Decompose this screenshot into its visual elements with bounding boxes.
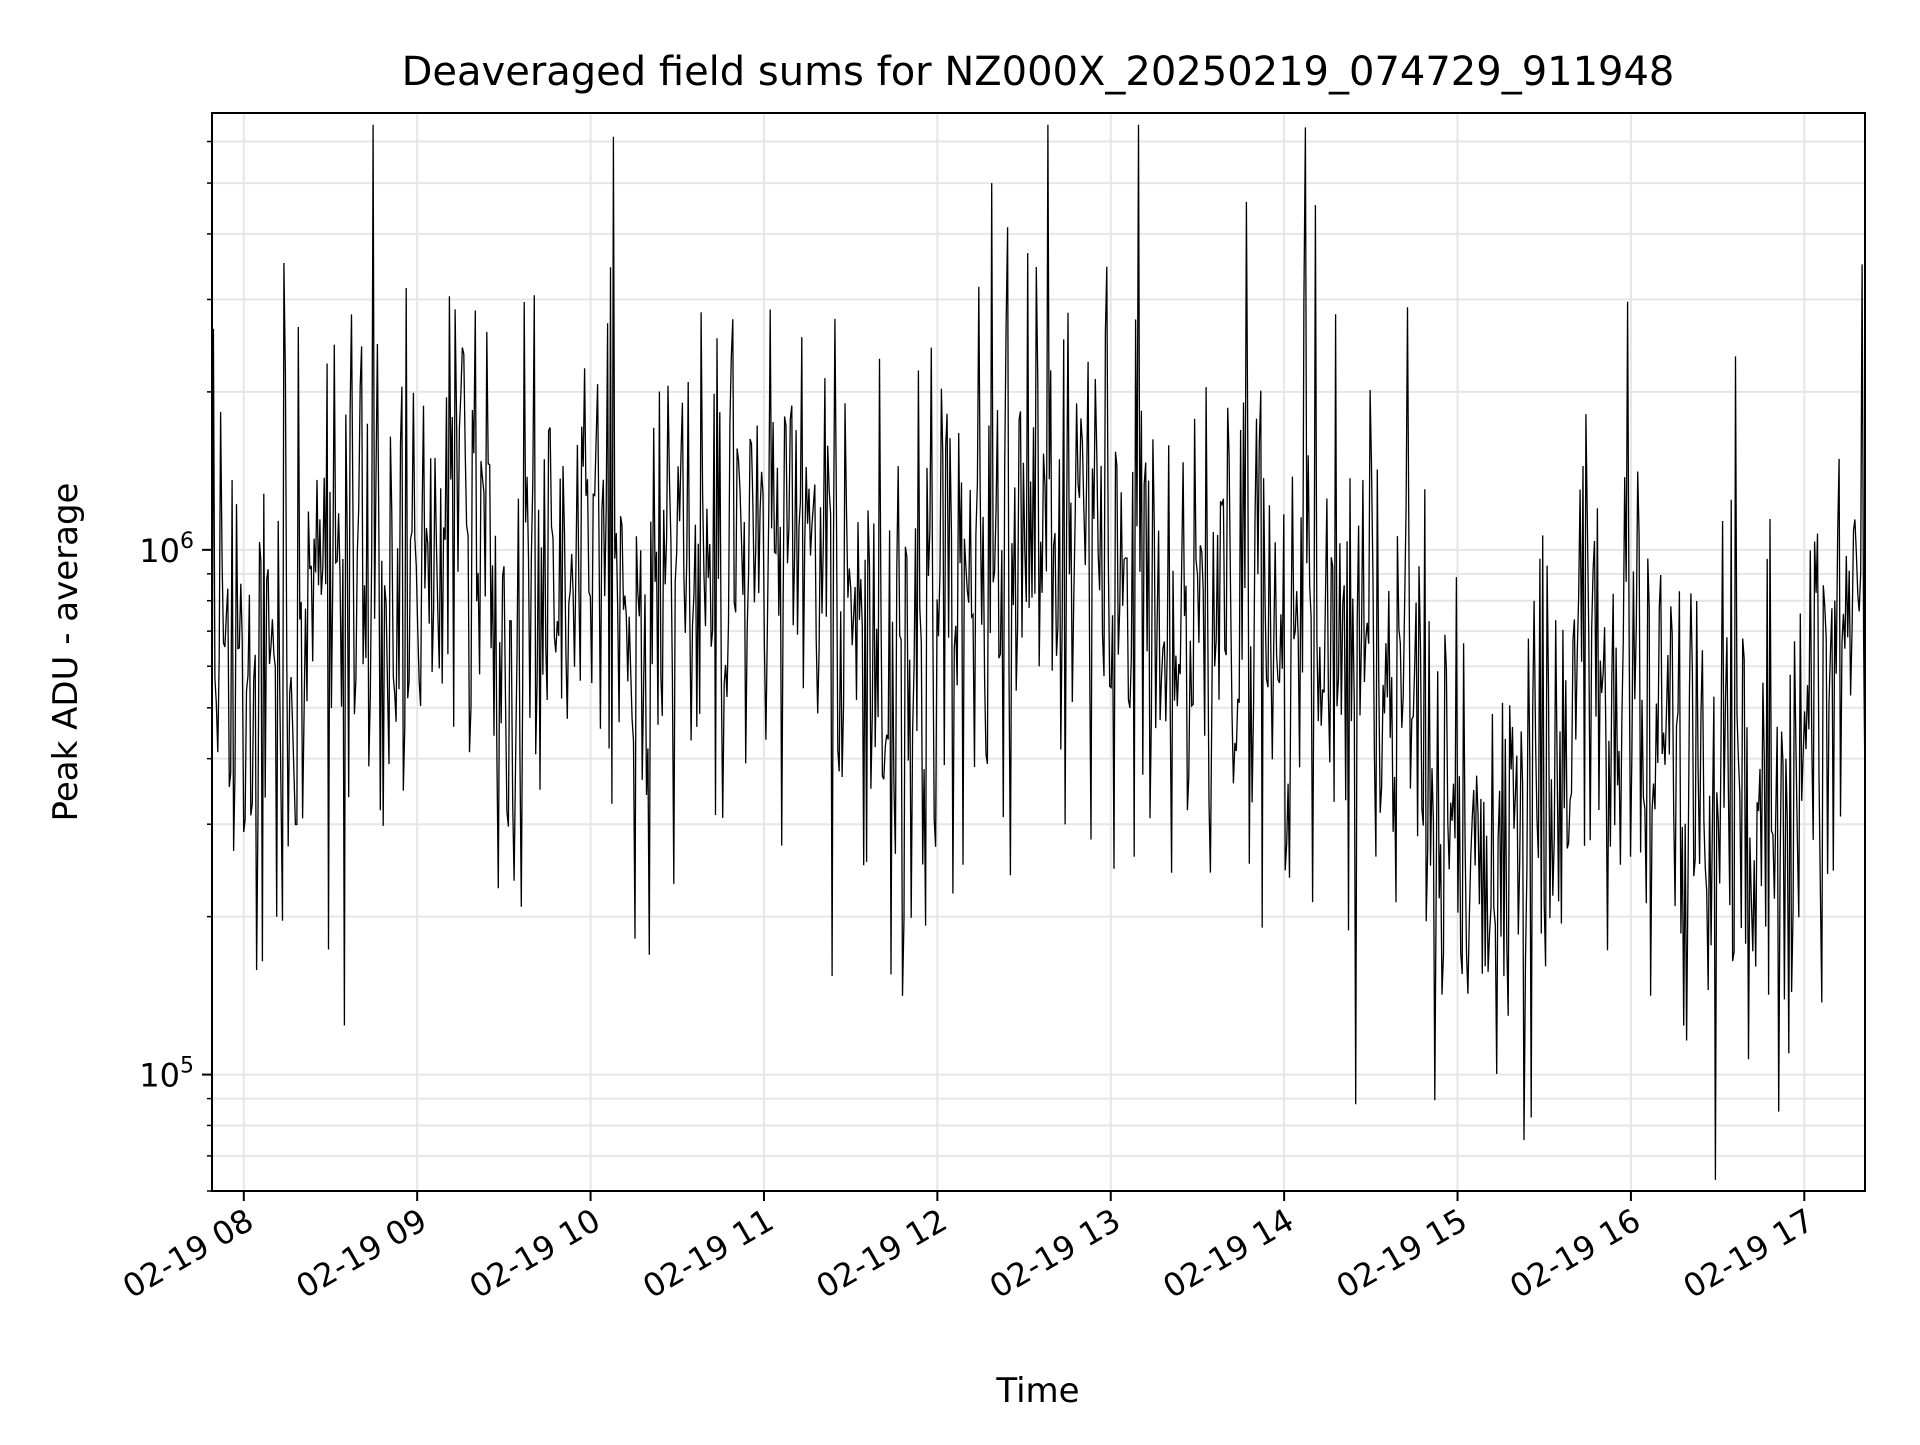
series-line	[211, 124, 1866, 1180]
chart-title: Deaveraged field sums for NZ000X_2025021…	[402, 49, 1675, 95]
x-axis-label: Time	[995, 1371, 1079, 1411]
y-axis-label: Peak ADU - average	[46, 483, 86, 822]
plot-frame	[211, 112, 1866, 1192]
data-series	[211, 124, 1866, 1180]
y-tick-label: 105	[139, 1054, 194, 1095]
y-tick-label: 106	[139, 529, 194, 570]
